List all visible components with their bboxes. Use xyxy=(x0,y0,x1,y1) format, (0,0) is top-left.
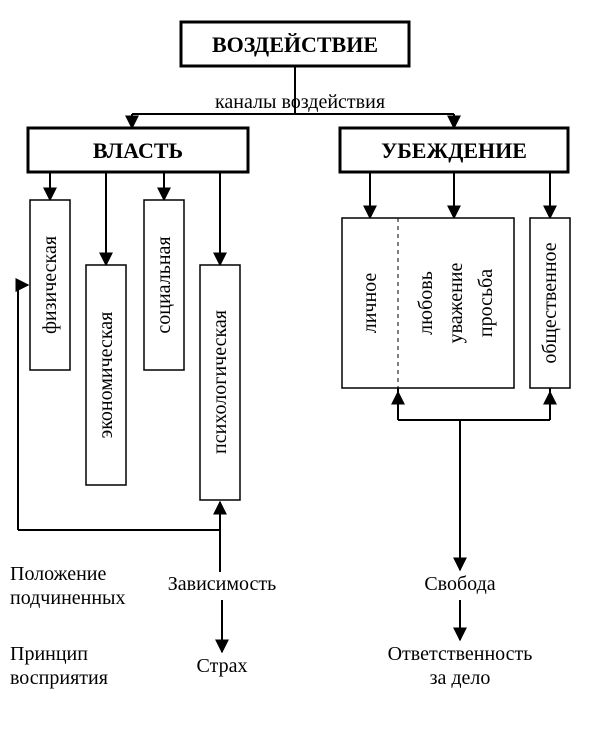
row1-label-line1: Положение xyxy=(10,563,107,585)
node-lru-line1: любовь xyxy=(415,271,437,335)
resp-label-line1: Ответственность xyxy=(388,643,533,665)
node-lru-line2: уважение xyxy=(445,262,467,343)
row2-label-line2: восприятия xyxy=(10,667,108,689)
node-psych-label: психологическая xyxy=(209,310,231,454)
fear-label: Страх xyxy=(197,655,248,677)
node-phys-label: физическая xyxy=(39,236,61,334)
node-power-label: ВЛАСТЬ xyxy=(93,138,183,163)
dependency-label: Зависимость xyxy=(168,573,277,595)
node-soc-label: социальная xyxy=(153,236,175,333)
diagram-canvas: ВОЗДЕЙСТВИЕ каналы воздействия ВЛАСТЬ УБ… xyxy=(0,0,604,739)
node-lru-line3: просьба xyxy=(475,269,497,337)
row1-label-line2: подчиненных xyxy=(10,587,126,609)
resp-label-line2: за дело xyxy=(430,667,491,689)
node-econ-label: экономическая xyxy=(95,312,117,439)
node-personal-label: личное xyxy=(359,273,381,334)
row2-label-line1: Принцип xyxy=(10,643,88,665)
channels-caption: каналы воздействия xyxy=(215,91,385,113)
freedom-label: Свобода xyxy=(424,573,495,595)
node-public-label: общественное xyxy=(539,242,561,363)
node-impact-label: ВОЗДЕЙСТВИЕ xyxy=(212,32,378,57)
node-persuasion-label: УБЕЖДЕНИЕ xyxy=(381,138,527,163)
